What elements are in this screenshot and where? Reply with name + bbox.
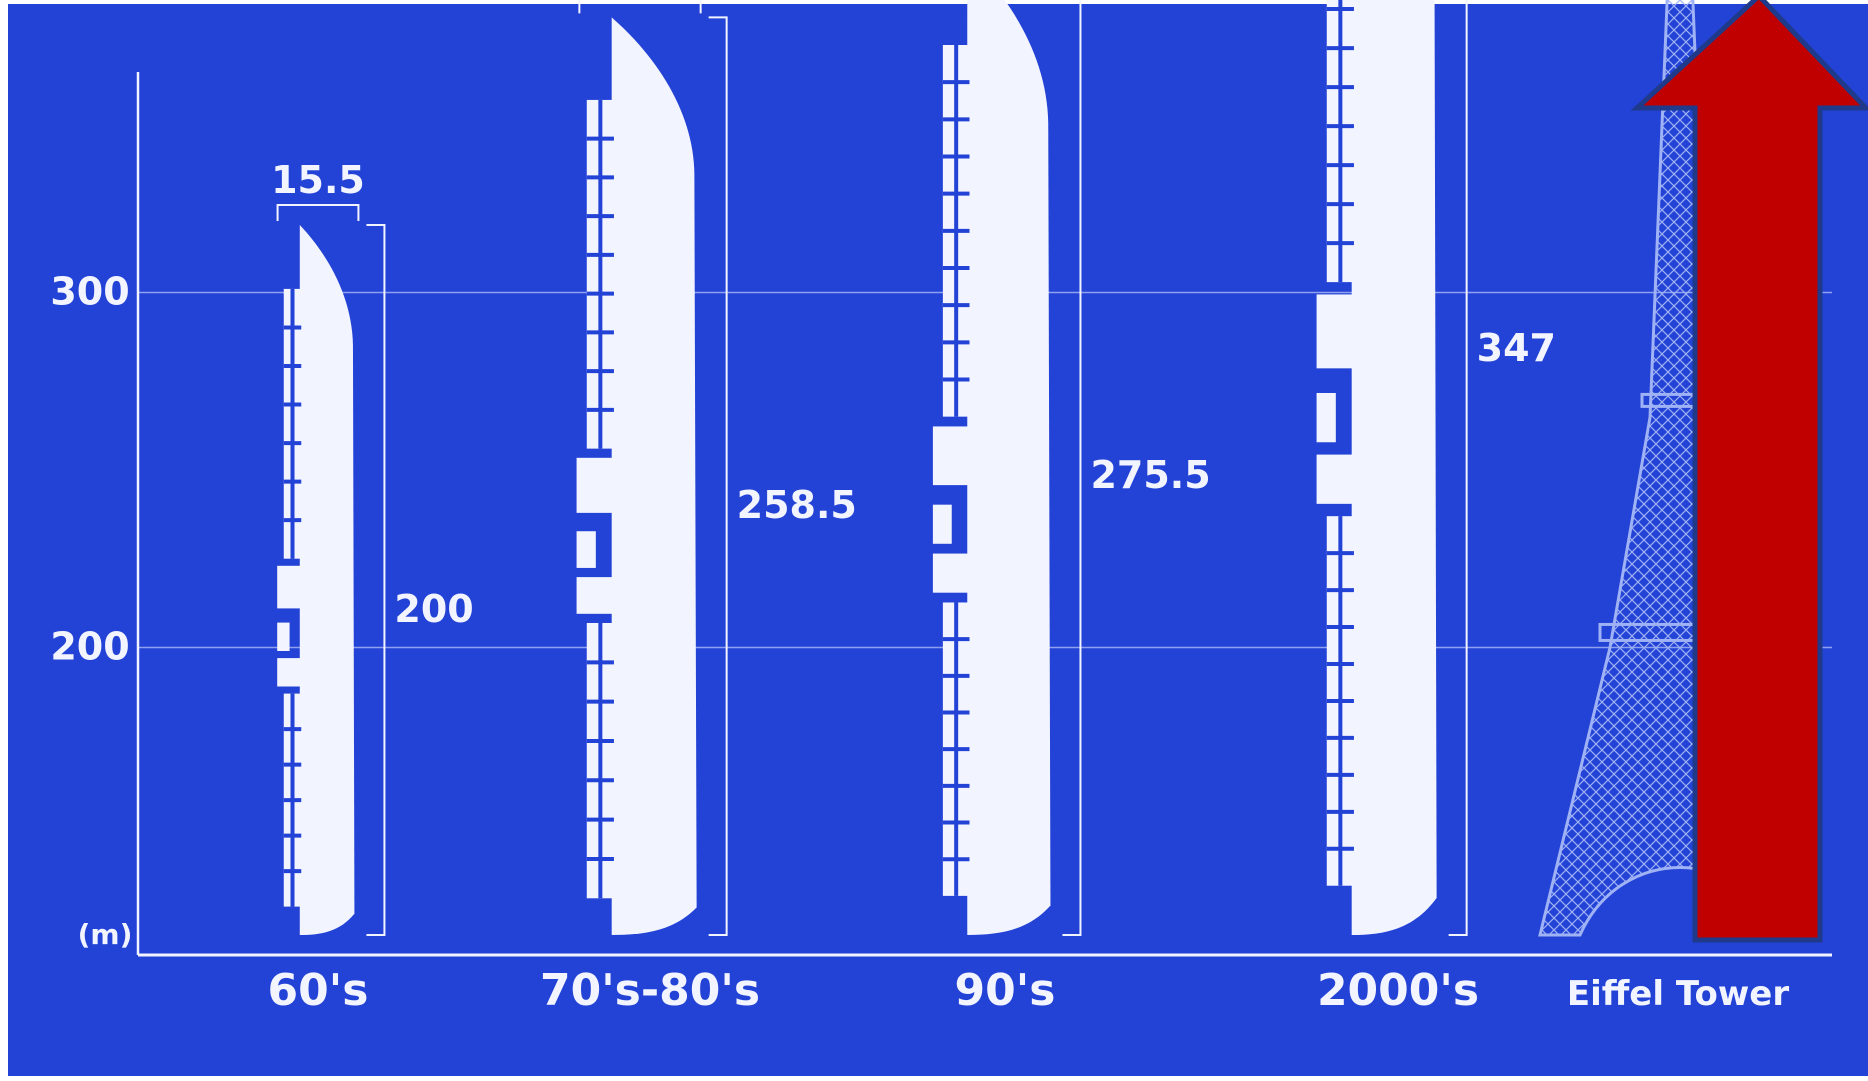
y-tick-labels: 200 300	[50, 269, 129, 668]
y-tick-label: 300	[50, 269, 129, 313]
scan-edge-left	[0, 0, 8, 1076]
x-tick-label: 70's-80's	[540, 965, 760, 1016]
x-tick-label: 2000's	[1317, 965, 1479, 1016]
width-label: 15.5	[271, 158, 365, 202]
length-label: 200	[394, 587, 473, 631]
up-arrow-icon	[1630, 0, 1868, 943]
length-label: 275.5	[1090, 453, 1210, 497]
length-bracket	[708, 16, 728, 936]
length-label: 258.5	[737, 483, 857, 527]
scan-edge-top	[0, 0, 1868, 4]
unit-label: (m)	[78, 918, 133, 951]
x-tick-labels: 60's 70's-80's 90's 2000's Eiffel Tower	[268, 965, 1790, 1016]
x-tick-label: 60's	[268, 965, 369, 1016]
length-label: 347	[1477, 326, 1556, 370]
width-bracket	[578, 0, 702, 14]
ship-bar: 24.1258.5	[576, 0, 857, 936]
y-tick-label: 200	[50, 624, 129, 668]
ship-silhouette-icon	[1316, 0, 1437, 935]
ship-bar: 24.1347	[1316, 0, 1556, 936]
ships-layer: 15.5 200 24.1258.5 23.6275.5 24.1347	[271, 0, 1556, 936]
ship-silhouette-icon	[576, 17, 697, 935]
x-tick-label: 90's	[955, 965, 1056, 1016]
ship-bar: 23.6275.5	[932, 0, 1211, 936]
x-tick-label: Eiffel Tower	[1567, 974, 1789, 1014]
length-bracket	[366, 224, 386, 936]
ship-silhouette-icon	[277, 225, 355, 935]
length-bracket	[1448, 0, 1468, 936]
length-bracket	[1062, 0, 1082, 936]
ship-silhouette-icon	[932, 0, 1051, 936]
width-bracket	[276, 204, 360, 221]
ship-bar: 15.5 200	[271, 158, 474, 936]
